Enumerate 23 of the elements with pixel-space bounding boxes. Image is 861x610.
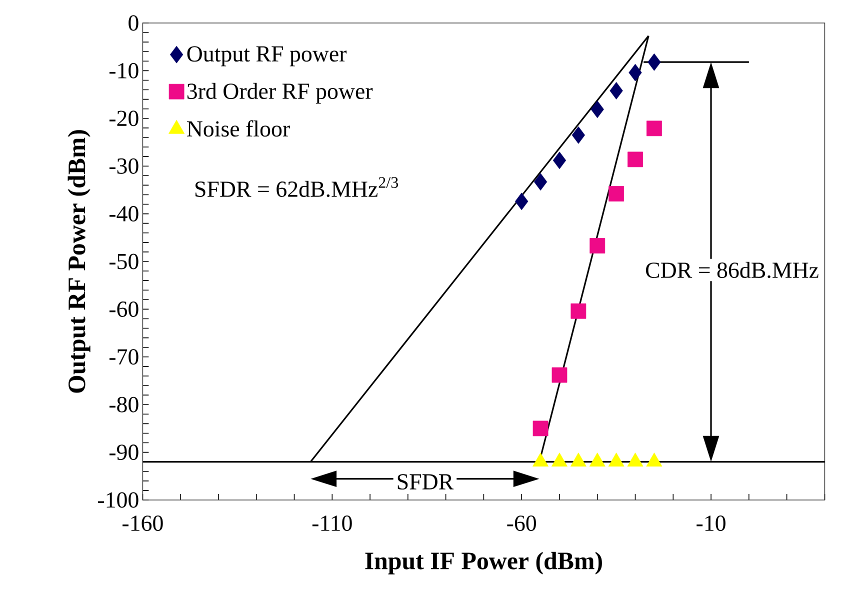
- y-tick-label: -80: [109, 396, 138, 412]
- y-tick-label: -30: [109, 158, 138, 174]
- x-axis-title: Input IF Power (dBm): [365, 552, 602, 574]
- y-tick-label: 0: [128, 15, 138, 31]
- legend-label: Noise floor: [187, 120, 290, 137]
- y-tick-label: -70: [109, 349, 138, 365]
- y-tick-label: -90: [109, 444, 138, 460]
- x-tick-label: -160: [122, 516, 163, 531]
- x-tick-label: -60: [507, 516, 536, 531]
- y-tick-label: -10: [109, 62, 138, 78]
- legend-label: Output RF power: [187, 46, 347, 66]
- annotation: CDR = 86dB.MHz: [646, 262, 818, 278]
- annotation: SFDR = 62dB.MHz$^{2/3}$: [195, 177, 398, 198]
- x-tick-label: -110: [312, 516, 352, 531]
- y-tick-label: -100: [98, 492, 138, 508]
- y-tick-label: -60: [109, 301, 138, 317]
- x-tick-label: -10: [696, 516, 726, 531]
- y-tick-label: -20: [109, 110, 138, 126]
- legend-label: 3rd Order RF power: [187, 82, 373, 104]
- y-axis-title: Output RF Power (dBm): [68, 130, 90, 393]
- annotation: SFDR: [398, 474, 454, 490]
- y-tick-label: -40: [109, 206, 138, 222]
- y-tick-label: -50: [109, 254, 138, 270]
